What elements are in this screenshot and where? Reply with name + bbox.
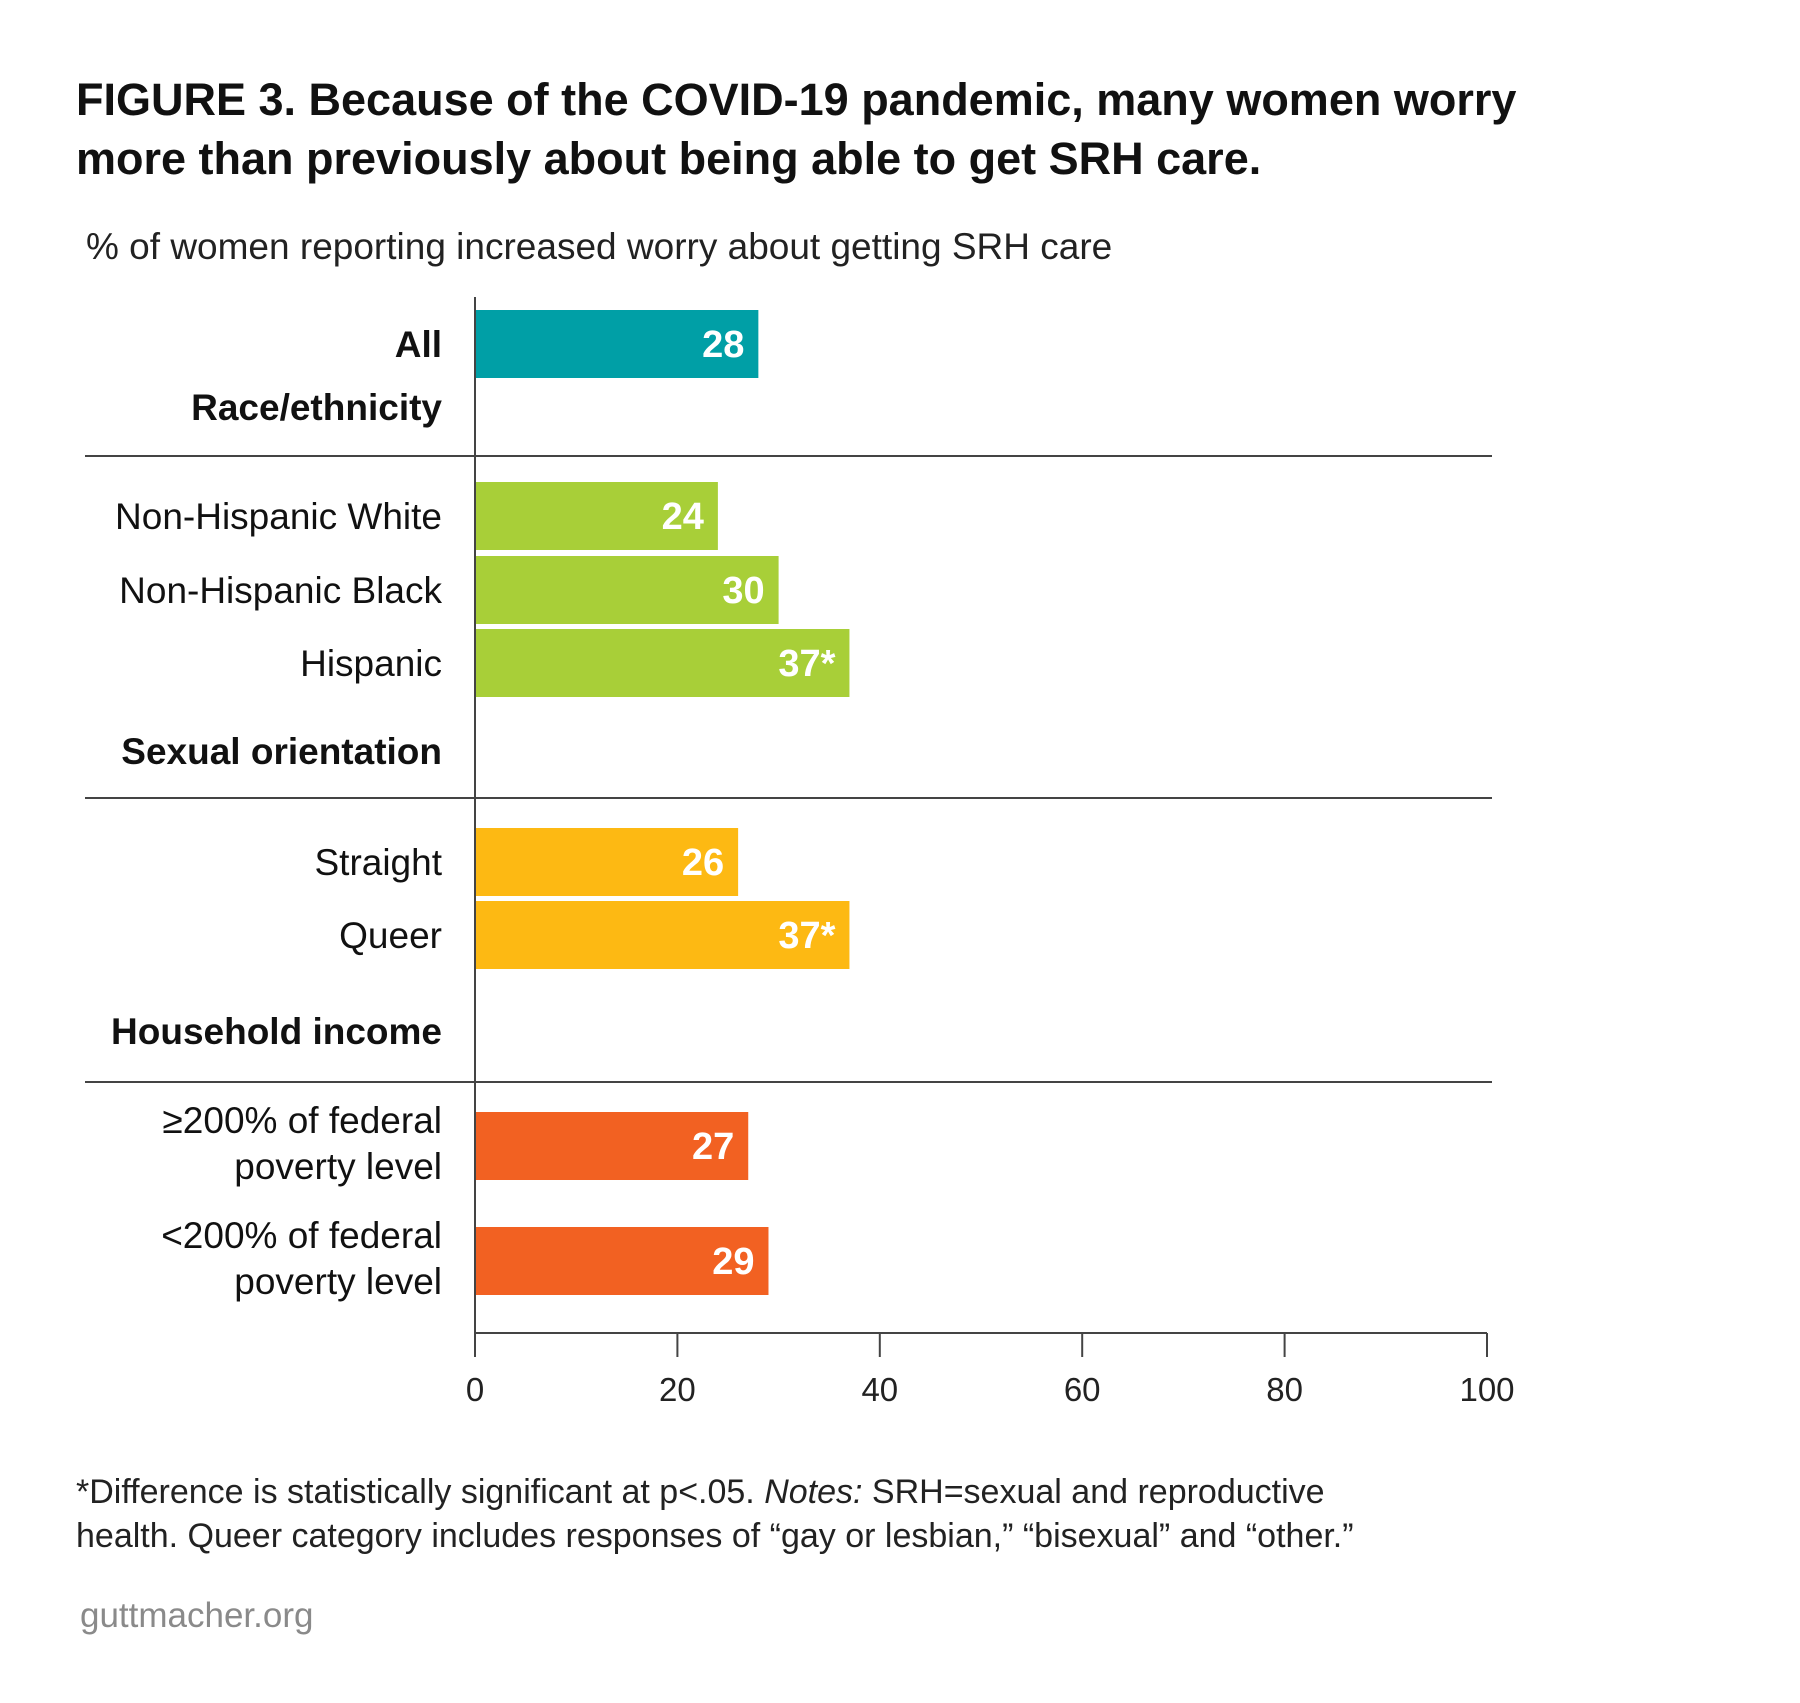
- chart-title-line-1: FIGURE 3. Because of the COVID-19 pandem…: [76, 74, 1517, 125]
- category-label: Queer: [339, 915, 442, 956]
- x-tick-label: 40: [861, 1371, 898, 1408]
- bar-value-label: 27: [692, 1126, 734, 1168]
- bar: [475, 828, 739, 896]
- bar: [475, 629, 850, 697]
- bar: [475, 482, 718, 550]
- footnote-line-2: health. Queer category includes response…: [76, 1517, 1354, 1555]
- footnote-notes-label: Notes:: [764, 1473, 863, 1511]
- x-tick-label: 20: [659, 1371, 696, 1408]
- chart-title: FIGURE 3. Because of the COVID-19 pandem…: [76, 70, 1576, 188]
- bar: [475, 1112, 749, 1180]
- chart-subtitle: % of women reporting increased worry abo…: [86, 226, 1113, 267]
- category-label-line-2: poverty level: [234, 1261, 442, 1302]
- bar: [475, 556, 779, 624]
- bar-value-label: 28: [702, 324, 744, 366]
- category-label: All: [395, 324, 442, 365]
- x-tick-label: 60: [1064, 1371, 1101, 1408]
- chart-title-line-2: more than previously about being able to…: [76, 133, 1262, 184]
- group-label: Household income: [111, 1011, 442, 1052]
- x-tick-label: 80: [1266, 1371, 1303, 1408]
- bar-value-label: 37*: [778, 915, 835, 957]
- footnote-line-1: *Difference is statistically significant…: [76, 1470, 1576, 1514]
- bar: [475, 1227, 769, 1295]
- bar-value-label: 24: [662, 496, 704, 538]
- category-label-line-1: ≥200% of federal: [163, 1100, 443, 1141]
- bar-value-label: 37*: [778, 643, 835, 685]
- bar-value-label: 30: [722, 570, 764, 612]
- category-label-line-2: poverty level: [234, 1146, 442, 1187]
- category-label: Hispanic: [300, 643, 442, 684]
- category-label: Non-Hispanic Black: [119, 570, 442, 611]
- category-label-line-1: <200% of federal: [161, 1215, 442, 1256]
- source-url: guttmacher.org: [80, 1596, 314, 1635]
- bar: [475, 310, 759, 378]
- footnote: *Difference is statistically significant…: [76, 1470, 1576, 1558]
- footnote-significance: *Difference is statistically significant…: [76, 1473, 765, 1511]
- group-label: Sexual orientation: [121, 731, 442, 772]
- footnote-notes-text: SRH=sexual and reproductive: [862, 1473, 1325, 1511]
- bar: [475, 901, 850, 969]
- group-label: Race/ethnicity: [191, 387, 442, 428]
- x-tick-label: 0: [466, 1371, 484, 1408]
- category-label: Straight: [314, 842, 442, 883]
- category-label: Non-Hispanic White: [115, 496, 442, 537]
- x-tick-label: 100: [1459, 1371, 1514, 1408]
- bar-value-label: 26: [682, 842, 724, 884]
- bar-value-label: 29: [712, 1241, 754, 1283]
